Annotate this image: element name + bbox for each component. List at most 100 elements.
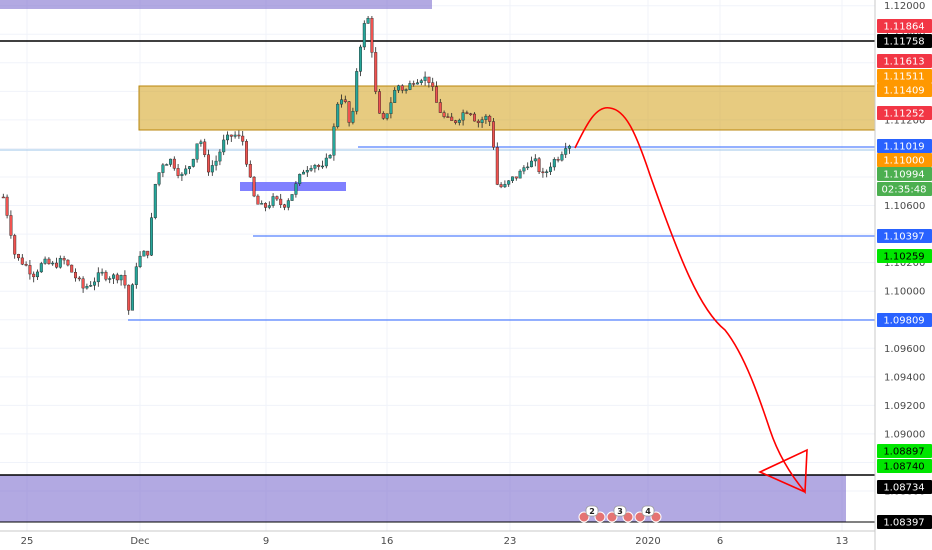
forecast-arrow — [574, 107, 808, 495]
x-tick-label: 16 — [381, 536, 394, 547]
candle — [298, 173, 302, 186]
candle — [431, 77, 435, 91]
price-tag — [877, 106, 932, 120]
y-tick-label: 1.09000 — [884, 429, 925, 440]
price-tags: 1.11864 1.11758 1.11613 1.11511 1.11409 1.112… — [877, 19, 932, 529]
price-tag-label: 1.08397 — [883, 518, 924, 529]
event-badge[interactable]: 4 — [634, 505, 662, 523]
candle — [438, 98, 442, 113]
price-tag — [877, 167, 932, 181]
resistance-zone — [138, 85, 876, 131]
price-tag — [877, 249, 932, 263]
candle — [522, 165, 526, 175]
price-tag — [877, 54, 932, 68]
candle — [465, 110, 469, 115]
candle — [492, 118, 496, 150]
candle — [256, 194, 260, 205]
candle — [39, 261, 43, 273]
price-tag-label: 1.11758 — [883, 37, 924, 48]
candle — [58, 255, 62, 269]
price-tag-label: 1.11409 — [883, 86, 924, 97]
time-axis: 25 Dec 9 16 23 2020 6 13 — [21, 536, 849, 547]
candle — [168, 158, 172, 167]
candle — [340, 94, 344, 108]
candle — [533, 154, 537, 167]
candle — [161, 163, 165, 178]
candle — [526, 162, 530, 171]
candle — [187, 166, 191, 174]
price-tag — [877, 83, 932, 97]
price-tag — [877, 459, 932, 473]
candle — [130, 283, 134, 311]
candle — [374, 47, 378, 95]
event-badge[interactable]: 2 — [578, 505, 606, 523]
candle — [537, 157, 541, 175]
candle — [96, 267, 100, 287]
candle — [541, 167, 545, 178]
candle — [302, 169, 306, 175]
candle — [286, 198, 290, 211]
x-tick-label: 13 — [836, 536, 849, 547]
candle — [62, 255, 66, 265]
price-tag-label: 1.08740 — [883, 462, 924, 473]
candle — [393, 87, 397, 103]
y-tick-label: 1.10000 — [884, 287, 925, 298]
candle — [191, 158, 195, 168]
candle — [32, 271, 36, 283]
candle — [511, 176, 515, 183]
candle — [214, 155, 218, 171]
candle — [153, 183, 157, 220]
candle — [70, 264, 74, 273]
candle — [92, 277, 96, 291]
candles — [1, 15, 572, 315]
event-badge[interactable]: 3 — [606, 505, 634, 523]
candle — [85, 283, 89, 290]
price-tag-label: 1.11252 — [883, 109, 924, 120]
price-tag — [877, 19, 932, 33]
price-tag-label: 1.11613 — [883, 57, 924, 68]
x-tick-label: 9 — [263, 536, 269, 547]
candle — [370, 16, 374, 58]
candle — [343, 95, 347, 104]
candle — [514, 176, 518, 181]
candle — [446, 113, 450, 118]
candle — [317, 163, 321, 171]
price-tag — [877, 182, 932, 196]
candle — [222, 134, 226, 156]
candle — [499, 182, 503, 189]
price-tag-label: 1.10259 — [883, 252, 924, 263]
candle — [184, 165, 188, 176]
support-box — [240, 182, 346, 191]
y-tick-label: 1.10200 — [884, 258, 925, 269]
event-badge-label: 4 — [645, 507, 651, 516]
candle — [157, 172, 161, 187]
candle — [264, 202, 268, 212]
candle — [210, 160, 214, 176]
candle — [366, 15, 370, 24]
bottom-purple-zone — [0, 475, 846, 522]
candle — [43, 256, 47, 265]
candle — [518, 169, 522, 179]
candle — [267, 201, 271, 210]
price-tag — [877, 139, 932, 153]
candle — [165, 163, 169, 166]
candle — [400, 84, 404, 94]
candle — [283, 203, 287, 211]
candle — [457, 118, 461, 126]
candle — [73, 268, 77, 282]
candle — [218, 149, 222, 166]
y-tick-label: 1.09400 — [884, 372, 925, 383]
candle — [237, 130, 241, 139]
x-tick-label: 23 — [504, 536, 517, 547]
candle — [119, 274, 123, 286]
candle — [336, 102, 340, 129]
candle — [5, 194, 9, 219]
event-badge-label: 3 — [617, 507, 623, 516]
price-tag — [877, 313, 932, 327]
candle — [313, 163, 317, 173]
price-tag — [877, 480, 932, 494]
candle — [176, 164, 180, 179]
price-tag-label: 1.09809 — [883, 316, 924, 327]
candle — [454, 119, 458, 125]
